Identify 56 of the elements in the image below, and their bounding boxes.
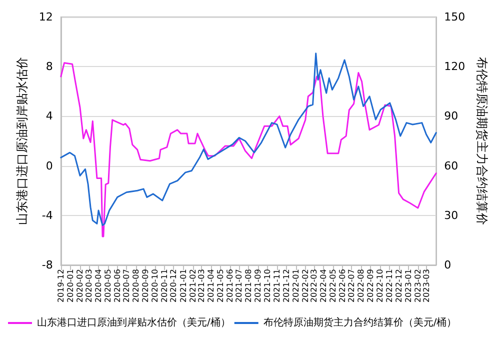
y-tick-label: 0 — [46, 159, 53, 172]
x-tick-label: 2022-10 — [375, 269, 384, 302]
x-tick-label: 2020-05 — [103, 269, 112, 302]
x-tick-label: 2020-08 — [132, 269, 141, 302]
x-tick-label: 2021-11 — [272, 269, 282, 302]
y2-tick-label: 30 — [444, 208, 458, 222]
x-tick-label: 2020-03 — [84, 269, 94, 302]
y-tick-label: -4 — [42, 208, 53, 222]
x-tick-label: 2020-01 — [66, 269, 75, 302]
y-tick-label: 4 — [46, 110, 53, 123]
x-tick-label: 2022-02 — [300, 269, 310, 302]
x-tick-label: 2019-12 — [56, 269, 66, 302]
x-tick-label: 2023-02 — [413, 269, 422, 302]
y2-tick-label: 0 — [444, 258, 452, 272]
y2-tick-label: 60 — [444, 159, 458, 172]
x-tick-label: 2023-03 — [422, 269, 432, 302]
x-tick-label: 2022-01 — [291, 269, 300, 302]
x-tick-label: 2020-06 — [112, 269, 122, 302]
x-tick-label: 2023-01 — [404, 269, 413, 302]
x-tick-label: 2022-08 — [356, 269, 366, 302]
x-tick-label: 2022-07 — [347, 269, 356, 302]
y2-axis-title: 布伦特原油期货主力合约结算价 — [475, 57, 489, 225]
y2-tick-label: 150 — [444, 10, 466, 24]
x-tick-label: 2020-02 — [76, 269, 85, 302]
legend-label: 山东港口进口原油到岸贴水估价（美元/桶） — [37, 316, 230, 328]
x-tick-label: 2021-07 — [234, 269, 244, 302]
y-tick-label: 12 — [38, 10, 53, 24]
x-tick-label: 2021-12 — [282, 269, 291, 302]
x-tick-label: 2020-04 — [94, 269, 104, 302]
y-tick-label: -8 — [42, 258, 53, 272]
x-tick-label: 2021-06 — [225, 269, 234, 302]
x-tick-label: 2022-05 — [328, 269, 338, 302]
x-tick-label: 2021-10 — [262, 269, 272, 302]
x-tick-label: 2021-01 — [178, 269, 188, 302]
x-tick-label: 2020-09 — [141, 269, 150, 302]
x-tick-label: 2022-04 — [319, 269, 328, 302]
x-tick-label: 2022-11 — [385, 269, 394, 302]
x-tick-label: 2022-09 — [366, 269, 376, 302]
legend-label: 布伦特原油期货主力合约结算价（美元/桶） — [263, 316, 457, 328]
x-tick-label: 2021-03 — [196, 269, 206, 302]
x-tick-label: 2020-12 — [169, 269, 178, 302]
x-tick-label: 2022-03 — [310, 269, 319, 302]
y-axis-title: 山东港口进口原油到岸贴水估价 — [15, 57, 29, 225]
y2-tick-label: 90 — [444, 110, 458, 123]
x-tick-label: 2021-08 — [244, 269, 254, 302]
x-tick-label: 2020-10 — [150, 269, 160, 302]
y2-tick-label: 120 — [444, 60, 466, 74]
x-tick-label: 2021-02 — [188, 269, 198, 302]
x-tick-label: 2020-11 — [160, 269, 169, 302]
x-tick-label: 2021-09 — [254, 269, 263, 302]
x-tick-label: 2020-07 — [122, 269, 132, 302]
x-tick-label: 2022-06 — [338, 269, 347, 302]
x-tick-label: 2021-05 — [216, 269, 225, 302]
x-tick-label: 2022-12 — [394, 269, 404, 302]
x-tick-label: 2021-04 — [206, 269, 216, 302]
y-tick-label: 8 — [46, 60, 53, 74]
